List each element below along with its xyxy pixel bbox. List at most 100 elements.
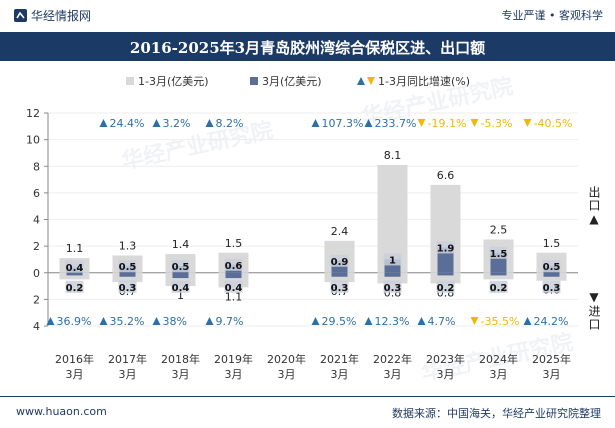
bar-import-march: [225, 272, 242, 279]
growth-import-label: 35.2%: [110, 315, 145, 328]
growth-import-label: 4.7%: [428, 315, 456, 328]
x-tick-label: 2021年 3月: [320, 352, 359, 381]
export-arrow-icon: ▲: [587, 212, 601, 227]
growth-up-triangle-icon: [311, 119, 320, 127]
y-tick-label: 2: [33, 240, 40, 253]
x-tick-label: 2019年 3月: [214, 352, 253, 381]
x-tick-label: 2018年 3月: [161, 352, 200, 381]
label-import-march: 0.3: [384, 283, 402, 294]
x-tick-label: 2017年 3月: [108, 352, 147, 381]
growth-up-triangle-icon: [364, 317, 373, 325]
y-tick-label: 8: [33, 160, 40, 173]
label-bg-import-march: [118, 280, 137, 293]
growth-import-label: 9.7%: [216, 315, 244, 328]
bar-import-march: [66, 272, 83, 276]
label-bg-import-march: [65, 280, 84, 293]
label-export-march: 0.4: [66, 263, 84, 274]
label-bg-import-march: [542, 280, 561, 293]
label-export-march: 0.5: [172, 262, 190, 273]
growth-up-triangle-icon: [364, 119, 373, 127]
x-tick-label: 2024年 3月: [479, 352, 518, 381]
import-side-label: ▼进口: [586, 290, 603, 331]
growth-down-triangle-icon: [470, 317, 479, 325]
legend-label-yoy: 1-3月同比增速(%): [378, 74, 470, 88]
growth-import-label: 29.5%: [322, 315, 357, 328]
chart-area: 1-3月(亿美元) 3月(亿美元) 1-3月同比增速(%) 1210864202…: [26, 74, 578, 381]
label-bg-import-march: [489, 280, 508, 293]
bar-import-march: [384, 272, 401, 277]
bar-import-march: [119, 272, 136, 277]
label-bg-export-march: [489, 246, 508, 259]
label-bg-export-march: [383, 253, 402, 266]
growth-down-triangle-icon: [523, 119, 532, 127]
x-tick-label: 2023年 3月: [426, 352, 465, 381]
legend-label-march: 3月(亿美元): [262, 75, 322, 88]
legend-down-triangle-icon: [367, 77, 375, 85]
y-tick-label: 0: [33, 267, 40, 280]
growth-export-label: -19.1%: [428, 117, 467, 130]
label-import-cumulative: 1: [177, 289, 184, 302]
bar-import-march: [490, 272, 507, 276]
plot-area: 1.10.50.40.236.9%1.30.70.50.324.4%35.2%1…: [46, 117, 573, 328]
bar-import-cumulative: [430, 272, 461, 284]
legend-up-triangle-icon: [357, 77, 365, 85]
growth-import-label: 36.9%: [57, 315, 92, 328]
site-link[interactable]: www.huaon.com: [16, 405, 107, 418]
label-export-march: 1.5: [490, 249, 508, 260]
title-bar: 2016-2025年3月青岛胶州湾综合保税区进、出口额: [0, 32, 615, 61]
bar-import-cumulative: [112, 272, 143, 283]
chart-title: 2016-2025年3月青岛胶州湾综合保税区进、出口额: [129, 39, 486, 57]
growth-export-label: -5.3%: [481, 117, 513, 130]
export-label: 出口: [587, 186, 601, 212]
growth-up-triangle-icon: [523, 317, 532, 325]
label-import-march: 0.4: [172, 283, 190, 294]
label-export-cumulative: 2.4: [331, 225, 349, 238]
growth-down-triangle-icon: [470, 119, 479, 127]
label-bg-export-march: [118, 260, 137, 273]
y-tick-label: 4: [33, 320, 40, 333]
growth-import-label: 12.3%: [375, 315, 410, 328]
label-bg-export-march: [436, 241, 455, 254]
legend: 1-3月(亿美元) 3月(亿美元) 1-3月同比增速(%): [126, 74, 470, 88]
data-source: 数据来源：中国海关，华经产业研究院整理: [392, 407, 601, 420]
label-bg-export-march: [65, 260, 84, 273]
legend-swatch-cumulative: [126, 77, 134, 85]
y-tick-label: 6: [33, 187, 40, 200]
import-arrow-icon: ▼: [587, 290, 601, 305]
label-bg-import-march: [224, 280, 243, 293]
brand-logo-icon: [14, 9, 27, 22]
bar-import-cumulative: [59, 272, 90, 280]
legend-swatch-march: [250, 77, 258, 85]
label-export-march: 0.5: [119, 262, 137, 273]
bar-import-march: [331, 272, 348, 277]
y-tick-label: 2: [33, 293, 40, 306]
top-bar: 华经情报网 专业严谨 • 客观科学: [0, 0, 615, 30]
label-export-march: 0.5: [543, 262, 561, 273]
label-bg-export-march: [542, 260, 561, 273]
export-side-label: 出口▲: [586, 186, 603, 227]
y-tick-label: 12: [26, 107, 40, 120]
bar-import-march: [172, 272, 189, 279]
growth-down-triangle-icon: [417, 119, 426, 127]
bar-export-march: [437, 247, 454, 273]
label-bg-import-march: [436, 280, 455, 293]
growth-export-label: -40.5%: [534, 117, 573, 130]
growth-up-triangle-icon: [99, 119, 108, 127]
y-tick-label: 10: [26, 134, 40, 147]
bar-import-march: [543, 272, 560, 277]
growth-export-label: 233.7%: [375, 117, 417, 130]
growth-export-label: 107.3%: [322, 117, 364, 130]
label-export-march: 1: [389, 255, 396, 266]
tagline: 专业严谨 • 客观科学: [501, 9, 603, 22]
x-tick-label: 2022年 3月: [373, 352, 412, 381]
growth-export-label: 3.2%: [163, 117, 191, 130]
growth-up-triangle-icon: [99, 317, 108, 325]
label-export-cumulative: 1.5: [543, 237, 561, 250]
bar-import-cumulative: [324, 272, 355, 283]
label-import-march: 0.3: [331, 283, 349, 294]
label-export-cumulative: 1.1: [66, 242, 84, 255]
brand[interactable]: 华经情报网: [14, 7, 91, 24]
growth-export-label: 8.2%: [216, 117, 244, 130]
label-import-march: 0.4: [225, 283, 243, 294]
growth-up-triangle-icon: [46, 317, 55, 325]
